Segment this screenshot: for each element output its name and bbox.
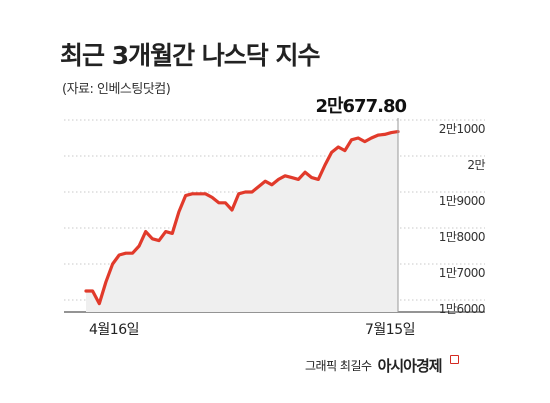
source-note: (자료: 인베스팅닷컴) <box>62 82 171 97</box>
footer: 그래픽 최길수 아시아경제 <box>305 355 459 376</box>
y-tick-label: 1만9000 <box>439 194 485 208</box>
credit: 그래픽 최길수 <box>305 359 372 373</box>
nasdaq-line <box>84 130 400 306</box>
y-axis-labels: 1만6000 1만7000 1만8000 1만9000 2만 2만1000 <box>439 122 486 316</box>
annotation: 2만677.80 <box>315 96 407 312</box>
x-tick-label: 4월16일 <box>89 322 139 338</box>
area-fill-shape <box>86 131 398 312</box>
y-tick-label: 1만6000 <box>439 302 485 316</box>
series-line <box>84 130 400 306</box>
y-tick-label: 1만7000 <box>439 266 485 280</box>
x-tick-label: 7월15일 <box>365 322 415 338</box>
y-tick-label: 2만 <box>467 158 485 172</box>
area-fill <box>86 131 398 312</box>
brand-logo: 아시아경제 <box>377 357 443 375</box>
x-axis-labels: 4월16일 7월15일 <box>89 322 415 338</box>
last-value-label: 2만677.80 <box>315 96 406 117</box>
y-tick-label: 1만8000 <box>439 230 485 244</box>
y-tick-label: 2만1000 <box>439 122 485 136</box>
chart-title: 최근 3개월간 나스닥 지수 <box>60 41 321 70</box>
brand-mark-icon <box>449 355 459 364</box>
